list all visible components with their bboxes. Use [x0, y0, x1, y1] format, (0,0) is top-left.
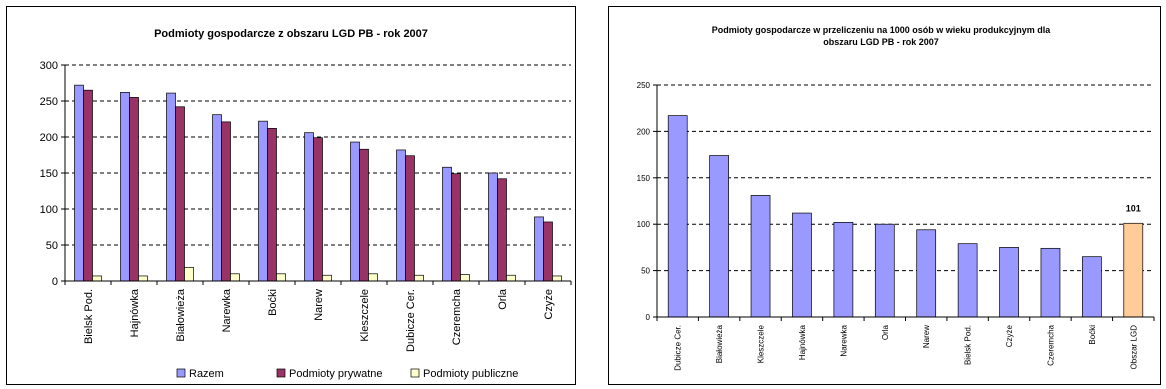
x-tick-label: Hajnówka: [798, 324, 807, 360]
bar-bia-owie-a: [709, 155, 729, 318]
bar-podmioty-publiczne-narew: [322, 274, 332, 282]
y-tick-label: 50: [46, 240, 58, 252]
y-tick-label: 100: [40, 204, 58, 216]
bar-podmioty-publiczne-czy-e: [552, 275, 562, 282]
bar-razem-bielsk-pod: [74, 84, 84, 282]
x-tick-label: Kleszczele: [757, 324, 766, 363]
bar-podmioty-publiczne-bo-ki: [276, 273, 286, 282]
bar-narewka: [833, 221, 854, 318]
data-label-obszar-lgd: 101: [1126, 203, 1141, 213]
bar-podmioty-prywatne-bo-ki: [267, 128, 277, 282]
bar-obszar-lgd: [1123, 222, 1144, 318]
x-tick-label: Czeremcha: [1046, 324, 1055, 365]
x-tick-label: Orla: [497, 288, 509, 310]
bar-podmioty-prywatne-orla: [497, 178, 507, 282]
bar-razem-bo-ki: [258, 120, 268, 282]
x-tick-label: Czeremcha: [451, 288, 463, 345]
bar-podmioty-publiczne-hajn-wka: [138, 275, 148, 282]
bar-bo-ki: [1082, 256, 1102, 318]
x-tick-label: Kleszczele: [359, 289, 371, 342]
bar-razem-czeremcha: [442, 166, 452, 282]
x-tick-label: Hajnówka: [129, 288, 141, 337]
x-tick-label: Narew: [313, 289, 325, 321]
bar-dubicze-cer: [667, 115, 688, 318]
bar-podmioty-publiczne-dubicze-cer: [414, 274, 424, 282]
bar-podmioty-prywatne-dubicze-cer: [405, 155, 415, 282]
bar-podmioty-publiczne-kleszczele: [368, 273, 378, 282]
x-tick-label: Boćki: [1088, 325, 1097, 345]
bar-podmioty-publiczne-narewka: [230, 273, 240, 282]
bar-razem-hajn-wka: [120, 92, 130, 282]
legend-label-podmioty-publiczne: Podmioty publiczne: [423, 368, 518, 380]
chart-title-line: Podmioty gospodarcze w przeliczeniu na 1…: [712, 25, 1052, 35]
y-tick-label: 150: [637, 174, 651, 183]
bar-orla: [874, 223, 895, 318]
x-tick-label: Obszar LGD: [1129, 325, 1138, 370]
x-tick-label: Czyże: [1005, 324, 1014, 347]
y-tick-label: 150: [40, 168, 58, 180]
chart-title: Podmioty gospodarcze z obszaru LGD PB - …: [154, 28, 428, 40]
x-tick-label: Bielsk Pod.: [964, 325, 973, 365]
chart-grouped-bars: Podmioty gospodarcze z obszaru LGD PB - …: [40, 28, 572, 380]
bar-podmioty-publiczne-bia-owie-a: [184, 266, 194, 282]
y-tick-label: 300: [40, 60, 58, 72]
bar-podmioty-publiczne-orla: [506, 274, 516, 282]
bar-podmioty-prywatne-bia-owie-a: [175, 106, 185, 282]
legend-swatch-podmioty-prywatne: [276, 368, 286, 378]
y-tick-label: 200: [40, 132, 58, 144]
bar-podmioty-prywatne-kleszczele: [359, 148, 369, 282]
chart-per-1000: Podmioty gospodarcze w przeliczeniu na 1…: [637, 25, 1155, 371]
y-tick-label: 200: [637, 127, 651, 136]
x-tick-label: Dubicze Cer.: [405, 289, 417, 352]
bar-razem-narewka: [212, 114, 222, 282]
bar-podmioty-publiczne-bielsk-pod: [92, 275, 102, 282]
y-tick-label: 50: [641, 267, 650, 276]
bar-razem-dubicze-cer: [396, 149, 406, 282]
chart-panel-right: Podmioty gospodarcze w przeliczeniu na 1…: [608, 6, 1161, 385]
bar-podmioty-prywatne-hajn-wka: [129, 97, 139, 282]
bar-czeremcha: [1040, 247, 1061, 318]
bar-razem-czy-e: [534, 216, 544, 282]
bar-razem-kleszczele: [350, 141, 360, 282]
x-tick-label: Boćki: [267, 289, 279, 316]
bar-podmioty-publiczne-czeremcha: [460, 274, 470, 282]
bar-podmioty-prywatne-bielsk-pod: [83, 89, 93, 282]
y-tick-label: 250: [637, 81, 651, 90]
bar-narew: [916, 229, 937, 318]
bar-razem-orla: [488, 172, 498, 282]
x-tick-label: Białowieża: [715, 324, 724, 363]
bar-czy-e: [999, 247, 1019, 318]
legend-swatch-podmioty-publiczne: [410, 368, 420, 378]
legend-label-razem: Razem: [189, 368, 224, 380]
bar-razem-narew: [304, 132, 314, 282]
legend-label-podmioty-prywatne: Podmioty prywatne: [289, 368, 383, 380]
chart-panel-left: Podmioty gospodarcze z obszaru LGD PB - …: [6, 6, 576, 385]
x-tick-label: Białowieża: [175, 288, 187, 341]
bar-podmioty-prywatne-narew: [313, 137, 323, 282]
y-tick-label: 250: [40, 96, 58, 108]
bar-podmioty-prywatne-narewka: [221, 121, 231, 282]
y-tick-label: 0: [646, 313, 651, 322]
x-tick-label: Narew: [922, 325, 931, 348]
bar-podmioty-prywatne-czy-e: [543, 221, 553, 282]
chart-title-line: obszaru LGD PB - rok 2007: [823, 37, 939, 47]
bar-hajn-wka: [792, 212, 812, 318]
y-tick-label: 100: [637, 220, 651, 229]
bar-kleszczele: [750, 195, 771, 318]
x-tick-label: Czyże: [543, 289, 555, 320]
bar-podmioty-prywatne-czeremcha: [451, 173, 461, 282]
y-tick-label: 0: [52, 276, 58, 288]
x-tick-label: Orla: [881, 324, 890, 340]
bar-razem-bia-owie-a: [166, 92, 176, 282]
legend-swatch-razem: [176, 368, 186, 378]
x-tick-label: Dubicze Cer.: [674, 325, 683, 371]
x-tick-label: Narewka: [221, 288, 233, 332]
bar-bielsk-pod: [957, 243, 978, 318]
x-tick-label: Narewka: [839, 324, 848, 356]
x-tick-label: Bielsk Pod.: [83, 289, 95, 344]
